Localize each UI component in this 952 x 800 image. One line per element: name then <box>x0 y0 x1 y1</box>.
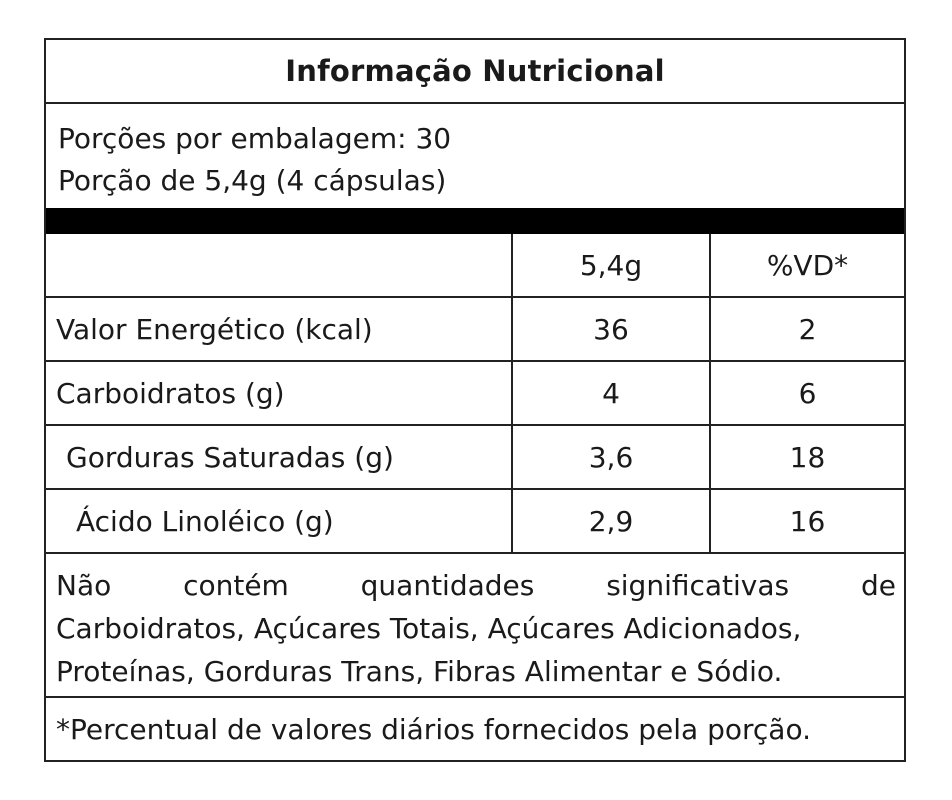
table-row: Gorduras Saturadas (g) 3,6 18 <box>46 426 904 490</box>
nutrient-name: Ácido Linoléico (g) <box>46 490 513 552</box>
daily-value-footnote: *Percentual de valores diários fornecido… <box>56 712 811 746</box>
header-nutrient <box>46 234 513 296</box>
notes-line-1: Não contém quantidades significativas de <box>56 564 896 607</box>
notes-word: de <box>860 569 896 602</box>
nutrient-amount: 4 <box>513 362 711 424</box>
serving-info: Porções por embalagem: 30 Porção de 5,4g… <box>46 104 904 210</box>
nutrient-table: 5,4g %VD* Valor Energético (kcal) 36 2 C… <box>46 234 904 554</box>
nutrient-name: Valor Energético (kcal) <box>46 298 513 360</box>
nutrition-facts-label: Informação Nutricional Porções por embal… <box>44 38 906 762</box>
disclaimer-notes: Não contém quantidades significativas de… <box>46 554 904 698</box>
table-header-row: 5,4g %VD* <box>46 234 904 298</box>
table-row: Ácido Linoléico (g) 2,9 16 <box>46 490 904 554</box>
nutrient-daily-value: 16 <box>789 504 826 538</box>
table-row: Carboidratos (g) 4 6 <box>46 362 904 426</box>
table-row: Valor Energético (kcal) 36 2 <box>46 298 904 362</box>
nutrient-daily-value: 2 <box>798 312 817 346</box>
label-title: Informação Nutricional <box>46 40 904 104</box>
nutrient-name: Gorduras Saturadas (g) <box>46 426 513 488</box>
notes-word: quantidades <box>360 569 535 602</box>
nutrient-amount: 2,9 <box>513 490 711 552</box>
portion-size: Porção de 5,4g (4 cápsulas) <box>58 164 447 197</box>
notes-word: contém <box>183 569 289 602</box>
header-amount: 5,4g <box>513 234 711 296</box>
nutrient-daily-value: 6 <box>798 376 817 410</box>
nutrient-daily-value: 18 <box>789 440 826 474</box>
thick-divider <box>46 208 904 234</box>
nutrient-amount: 36 <box>513 298 711 360</box>
header-daily-value: %VD* <box>766 248 849 282</box>
notes-word: Não <box>56 569 112 602</box>
notes-line-3: Proteínas, Gorduras Trans, Fibras Alimen… <box>56 655 783 688</box>
servings-per-package: Porções por embalagem: 30 <box>58 122 452 155</box>
notes-line-2: Carboidratos, Açúcares Totais, Açúcares … <box>56 612 802 645</box>
nutrient-name: Carboidratos (g) <box>46 362 513 424</box>
notes-word: significativas <box>606 569 790 602</box>
nutrient-amount: 3,6 <box>513 426 711 488</box>
